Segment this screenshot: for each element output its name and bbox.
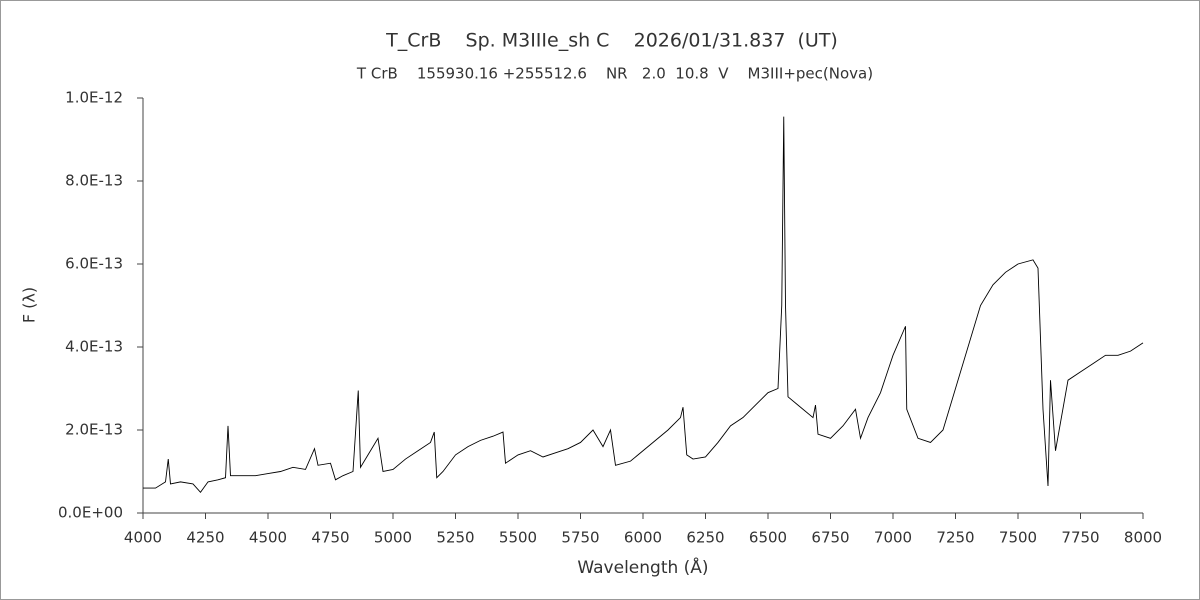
y-tick-label: 0.0E+00 (58, 504, 123, 522)
y-tick-label: 1.0E-12 (65, 89, 123, 107)
x-tick-label: 4250 (186, 529, 224, 547)
x-tick-label: 7000 (874, 529, 912, 547)
x-tick-label: 4500 (249, 529, 287, 547)
x-tick-label: 4750 (311, 529, 349, 547)
y-tick-label: 8.0E-13 (65, 172, 123, 190)
x-tick-label: 6000 (624, 529, 662, 547)
y-tick-label: 2.0E-13 (65, 421, 123, 439)
x-tick-label: 5750 (561, 529, 599, 547)
x-tick-label: 6500 (749, 529, 787, 547)
y-axis-label: F (λ) (20, 287, 39, 323)
y-tick-label: 6.0E-13 (65, 255, 123, 273)
x-axis-label: Wavelength (Å) (577, 556, 708, 578)
x-tick-label: 7750 (1061, 529, 1099, 547)
x-tick-label: 5500 (499, 529, 537, 547)
x-tick-label: 5250 (436, 529, 474, 547)
x-tick-label: 6250 (686, 529, 724, 547)
x-tick-label: 7500 (999, 529, 1037, 547)
x-tick-label: 5000 (374, 529, 412, 547)
x-tick-label: 6750 (811, 529, 849, 547)
chart-title: T_CrB Sp. M3IIIe_sh C 2026/01/31.837 (UT… (385, 30, 838, 52)
chart-subtitle: T CrB 155930.16 +255512.6 NR 2.0 10.8 V … (356, 65, 873, 83)
spectrum-line (143, 116, 1144, 493)
x-tick-label: 8000 (1124, 529, 1162, 547)
x-tick-label: 4000 (124, 529, 162, 547)
x-tick-label: 7250 (936, 529, 974, 547)
y-tick-label: 4.0E-13 (65, 338, 123, 356)
